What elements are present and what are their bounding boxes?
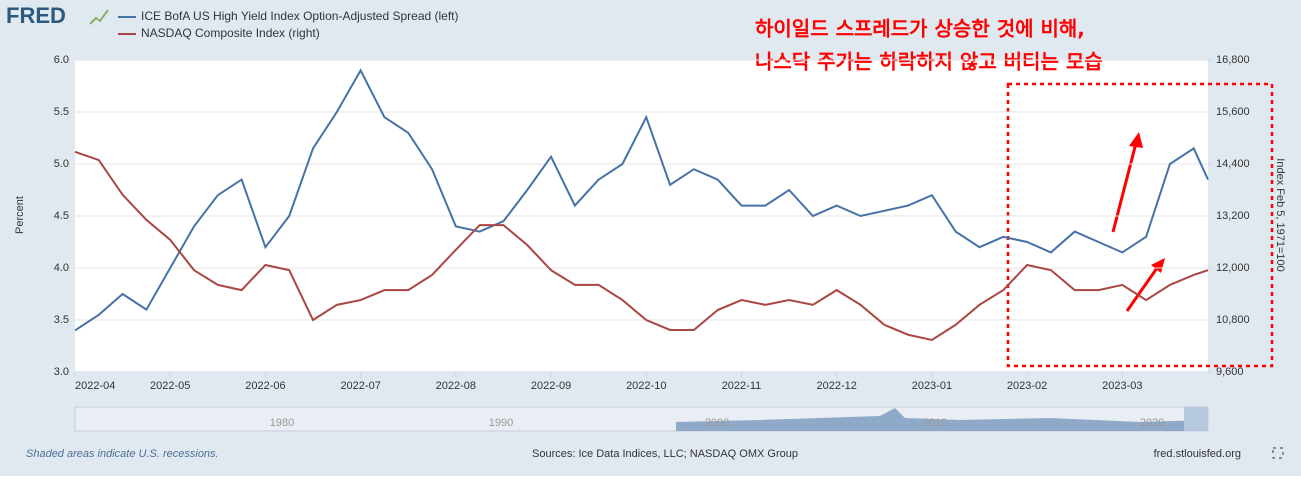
arrow [1125,267,1159,312]
annotation: 나스닥 주가는 하락하지 않고 버티는 모습 [755,50,1103,74]
x-tick-label: 2023-01 [912,380,952,392]
y-tick-label: 5.5 [54,106,69,118]
y2-tick-label: 16,800 [1216,54,1250,66]
x-tick-label: 2022-12 [816,380,856,392]
y-tick-label: 3.0 [54,366,69,378]
x-tick-label: 2023-02 [1007,380,1047,392]
y-tick-label: 4.5 [54,210,69,222]
x-tick-label: 2022-05 [150,380,190,392]
x-tick-label: 2022-09 [531,380,571,392]
annotation: 하이일드 스프레드가 상승한 것에 비해, [755,17,1085,41]
site: fred.stlouisfed.org [1154,448,1241,460]
y-axis-label: Percent [14,196,26,234]
arrow [1111,142,1138,233]
series-line [74,68,1209,332]
y2-tick-label: 10,800 [1216,314,1250,326]
x-tick-label: 2022-08 [436,380,476,392]
y2-axis-label: Index Feb 5, 1971=100 [1274,158,1286,271]
legend-entry: NASDAQ Composite Index (right) [141,26,320,40]
legend-entry: ICE BofA US High Yield Index Option-Adju… [141,9,459,23]
logo-icon [89,9,109,25]
navigator-label: 2010 [923,417,947,429]
y-tick-label: 5.0 [54,158,69,170]
y2-tick-label: 13,200 [1216,210,1250,222]
y2-tick-label: 15,600 [1216,106,1250,118]
navigator-label: 1980 [270,417,294,429]
y-tick-label: 6.0 [54,54,69,66]
navigator-series [676,408,1208,431]
x-tick-label: 2022-04 [75,380,115,392]
x-tick-label: 2022-07 [340,380,380,392]
navigator-label: 2020 [1140,417,1164,429]
x-tick-label: 2022-06 [245,380,285,392]
logo: FRED [6,3,66,28]
x-tick-label: 2022-11 [722,380,762,392]
x-tick-label: 2022-10 [626,380,666,392]
y2-tick-label: 12,000 [1216,262,1250,274]
recession-note: Shaded areas indicate U.S. recessions. [26,448,219,460]
y-tick-label: 3.5 [54,314,69,326]
arrow-head [1151,258,1165,273]
arrow-head [1129,132,1143,148]
y-tick-label: 4.0 [54,262,69,274]
sources: Sources: Ice Data Indices, LLC; NASDAQ O… [532,448,798,460]
navigator-label: 1990 [489,417,513,429]
navigator-label: 2000 [705,417,729,429]
series-line [74,150,1209,341]
fullscreen-button[interactable] [1272,447,1284,459]
x-tick-label: 2023-03 [1102,380,1142,392]
navigator-window[interactable] [1184,407,1208,431]
y2-tick-label: 9,600 [1216,366,1244,378]
y2-tick-label: 14,400 [1216,158,1250,170]
highlight-box [1006,82,1274,368]
